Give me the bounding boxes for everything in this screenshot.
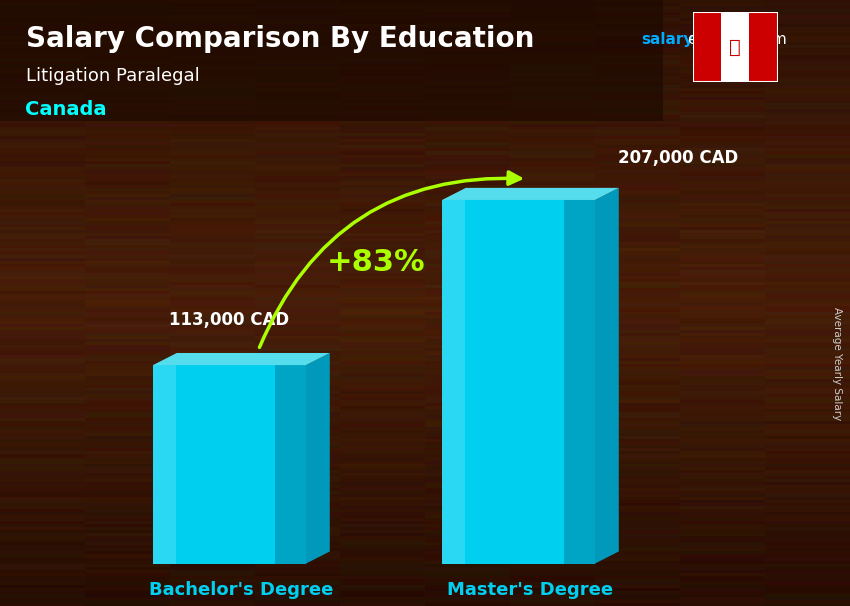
Polygon shape <box>153 353 330 365</box>
Bar <box>750 12 778 82</box>
Polygon shape <box>564 200 595 564</box>
Polygon shape <box>442 188 619 200</box>
Text: Master's Degree: Master's Degree <box>447 581 614 599</box>
Polygon shape <box>153 365 176 564</box>
Polygon shape <box>595 188 619 564</box>
Polygon shape <box>275 365 306 564</box>
Polygon shape <box>442 200 465 564</box>
Text: 207,000 CAD: 207,000 CAD <box>618 148 739 167</box>
Polygon shape <box>442 200 595 564</box>
Bar <box>693 12 721 82</box>
Polygon shape <box>306 353 330 564</box>
Text: Salary Comparison By Education: Salary Comparison By Education <box>26 25 534 53</box>
Text: Average Yearly Salary: Average Yearly Salary <box>832 307 842 420</box>
Text: 113,000 CAD: 113,000 CAD <box>169 311 290 328</box>
Text: 🍁: 🍁 <box>729 38 741 56</box>
Text: Litigation Paralegal: Litigation Paralegal <box>26 67 199 85</box>
Text: Bachelor's Degree: Bachelor's Degree <box>150 581 333 599</box>
Bar <box>721 12 750 82</box>
Text: +83%: +83% <box>326 248 425 276</box>
Polygon shape <box>153 365 306 564</box>
Text: salary: salary <box>642 32 694 47</box>
Text: Canada: Canada <box>26 99 107 119</box>
Text: explorer.com: explorer.com <box>687 32 786 47</box>
FancyBboxPatch shape <box>0 0 663 121</box>
